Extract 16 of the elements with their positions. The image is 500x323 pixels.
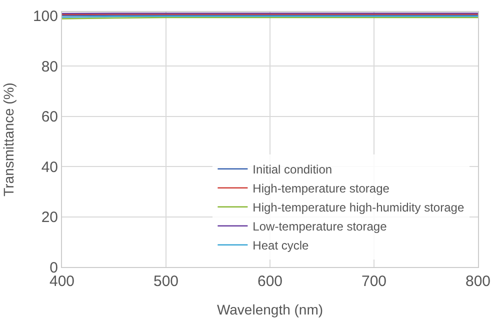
y-axis-title: Transmittance (%) — [0, 82, 17, 196]
legend-label: High-temperature high-humidity storage — [252, 200, 464, 215]
x-tick-label: 800 — [465, 273, 491, 290]
y-tick-label: 60 — [41, 108, 58, 126]
y-tick-label: 20 — [41, 209, 58, 226]
x-tick-label: 700 — [361, 273, 387, 290]
y-tick-label: 80 — [41, 58, 58, 76]
y-tick-label: 100 — [32, 8, 58, 26]
legend-label: Initial condition — [252, 162, 332, 177]
x-tick-label: 500 — [153, 273, 179, 290]
legend-label: Low-temperature storage — [252, 220, 388, 234]
legend-label: Heat cycle — [252, 238, 310, 253]
y-tick-label: 40 — [41, 158, 58, 176]
legend-label: High-temperature storage — [252, 182, 390, 196]
x-axis-title: Wavelength (nm) — [216, 301, 324, 318]
x-tick-label: 600 — [257, 273, 283, 290]
